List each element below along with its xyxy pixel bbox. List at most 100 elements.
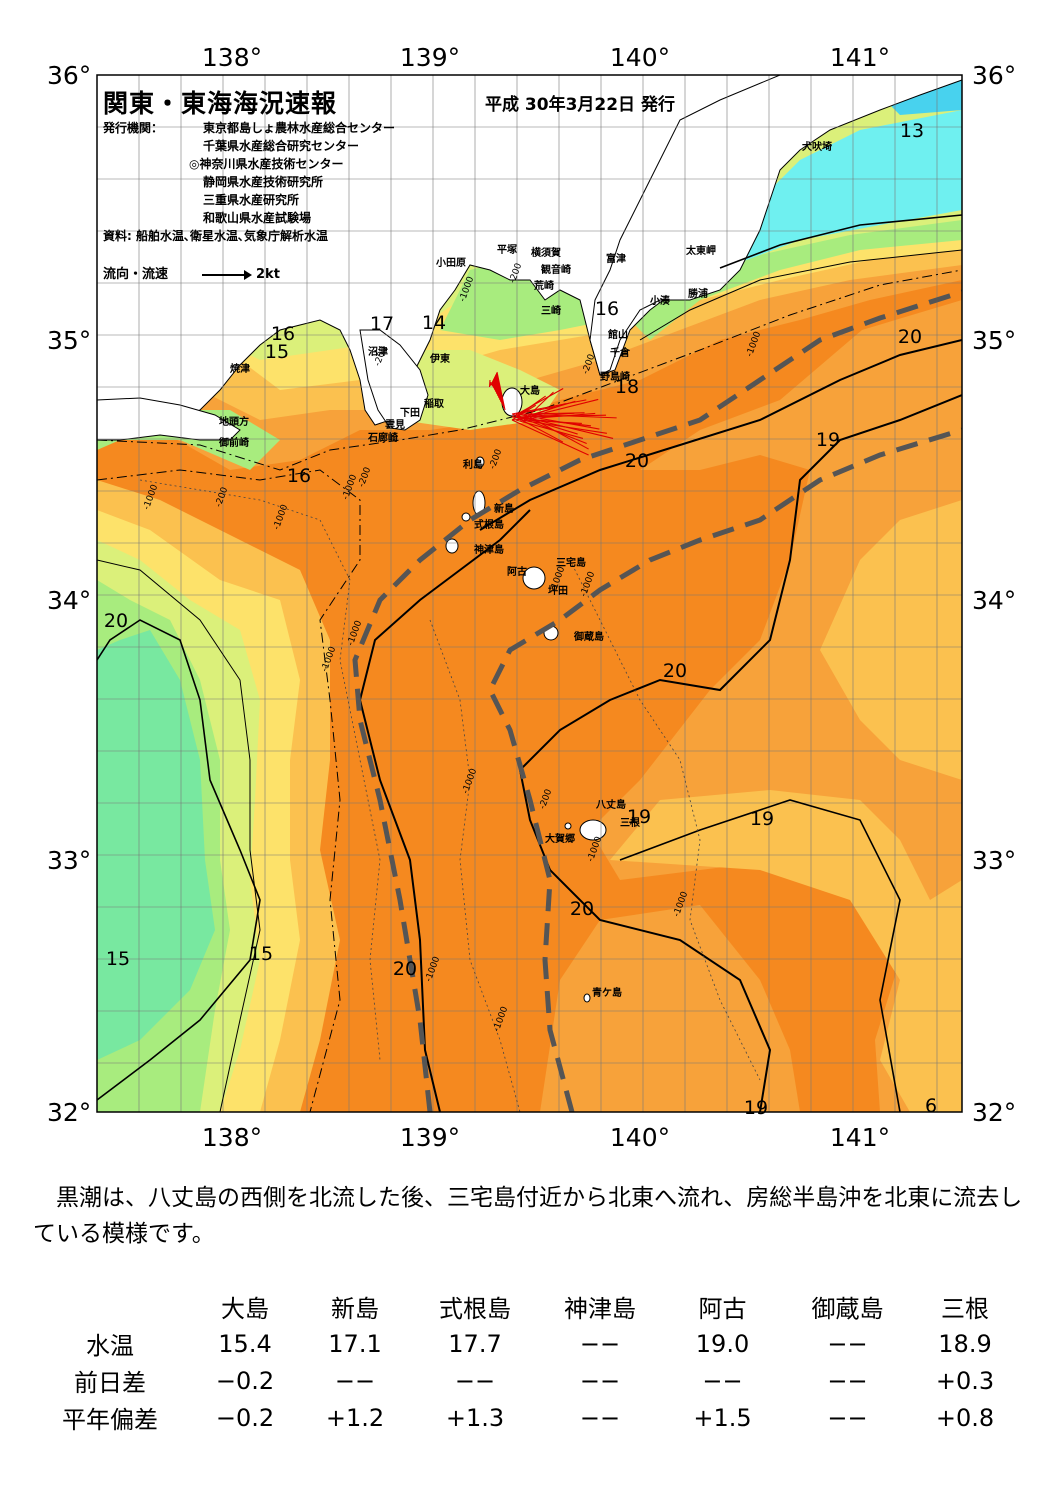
depth-line-1000-mid bbox=[429, 619, 521, 1112]
table-cell: +1.3 bbox=[445, 1403, 505, 1432]
place-label: 伊東 bbox=[429, 352, 450, 365]
longitude-label-bottom: 140° bbox=[610, 1123, 670, 1152]
latitude-label-left: 32° bbox=[47, 1098, 91, 1127]
isotherm-label: 17 bbox=[370, 313, 394, 335]
isotherm-label: 13 bbox=[900, 120, 924, 142]
isotherm-label: 19 bbox=[627, 806, 651, 828]
table-row: 水温 15.4 17.1 17.7 −− 19.0 −− 18.9 bbox=[30, 1325, 1020, 1362]
column-header: 三根 bbox=[941, 1295, 989, 1323]
sea-temperature-map: 138° 138° 139° 139° 140° 140° 141° 141° 36° 36° 35… bbox=[47, 43, 1016, 1152]
column-header: 新島 bbox=[331, 1295, 379, 1323]
longitude-label-top: 138° bbox=[202, 43, 262, 72]
current-vector bbox=[488, 379, 491, 388]
latitude-label-right: 32° bbox=[972, 1098, 1016, 1127]
kuroshio-axis-inner bbox=[487, 427, 962, 1112]
latitude-label-left: 36° bbox=[47, 61, 91, 90]
longitude-label-bottom: 141° bbox=[830, 1123, 890, 1152]
table-cell: +0.8 bbox=[935, 1403, 995, 1432]
place-label: 雲見 bbox=[385, 419, 405, 431]
isotherm-label: 15 bbox=[106, 948, 130, 970]
depth-line-1000-east bbox=[569, 559, 761, 1081]
place-label: 三宅島 bbox=[556, 556, 586, 569]
place-label: 小田原 bbox=[435, 256, 466, 269]
isotherm-13 bbox=[719, 214, 962, 269]
table-cell: −0.2 bbox=[215, 1403, 275, 1432]
place-label: 神津島 bbox=[474, 543, 504, 556]
axis-labels: 138° 138° 139° 139° 140° 140° 141° 141° 36° 36° 35… bbox=[47, 43, 1016, 1152]
island-shikinejima bbox=[461, 512, 471, 522]
legend-arrow-icon bbox=[202, 269, 253, 280]
agency-item: 静岡県水産技術研究所 bbox=[203, 175, 324, 189]
isotherm-label: 20 bbox=[393, 958, 417, 980]
map-title: 関東・東海海況速報 bbox=[103, 89, 338, 118]
place-label: 観音崎 bbox=[541, 263, 571, 276]
current-vector bbox=[495, 373, 504, 407]
table-cell: +1.2 bbox=[325, 1403, 385, 1432]
table-cell: +1.5 bbox=[693, 1403, 752, 1432]
place-label: 勝浦 bbox=[688, 287, 708, 300]
graticule bbox=[97, 75, 962, 1112]
table-cell: −− bbox=[579, 1403, 621, 1432]
agency-item: 千葉県水産総合研究センター bbox=[203, 139, 360, 153]
current-vector bbox=[496, 371, 506, 411]
island-hachijojima bbox=[579, 819, 607, 841]
row-header: 水温 bbox=[86, 1332, 134, 1360]
map-frame bbox=[96, 74, 963, 1113]
place-label: 太東岬 bbox=[685, 244, 716, 257]
map-svg: 138° 138° 139° 139° 140° 140° 141° 141° 36° 36° 35… bbox=[47, 43, 1016, 1152]
place-label: 青ケ島 bbox=[592, 986, 622, 999]
summary-text: 黒潮は、八丈島の西側を北流した後、三宅島付近から北東へ流れ、房総半島沖を北東に流… bbox=[33, 1185, 1023, 1247]
latitude-label-left: 33° bbox=[47, 846, 91, 875]
latitude-label-left: 35° bbox=[47, 326, 91, 355]
land-boso bbox=[589, 74, 963, 376]
table-cell: −− bbox=[827, 1329, 868, 1358]
table-cell: −− bbox=[702, 1366, 743, 1395]
place-label: 八丈島 bbox=[595, 798, 626, 811]
longitude-label-top: 139° bbox=[400, 43, 460, 72]
isotherm-label: 20 bbox=[625, 450, 649, 472]
isotherm-label: 16 bbox=[595, 298, 619, 320]
island-aogashima bbox=[583, 993, 591, 1003]
current-vector bbox=[494, 374, 503, 405]
sea-area-19-northeast bbox=[590, 300, 962, 1112]
current-vector bbox=[523, 416, 614, 439]
place-label: 野島崎 bbox=[600, 370, 630, 383]
place-label: 大島 bbox=[520, 384, 540, 397]
isotherm-label: 19 bbox=[750, 808, 774, 830]
land-omaezaki bbox=[96, 397, 241, 441]
agency-item: 東京都島しょ農林水産総合センター bbox=[203, 121, 396, 135]
place-label: 利島 bbox=[463, 458, 483, 471]
sea-area-18-east bbox=[610, 790, 962, 1112]
isotherm-label: 20 bbox=[663, 660, 687, 682]
isotherm-label: 19 bbox=[816, 429, 840, 451]
table-cell: +0.3 bbox=[935, 1366, 995, 1395]
column-header: 神津島 bbox=[564, 1295, 636, 1323]
longitude-label-bottom: 139° bbox=[400, 1123, 460, 1152]
current-vector bbox=[495, 372, 505, 409]
place-label: 稲取 bbox=[424, 397, 445, 410]
place-label: 新島 bbox=[494, 502, 514, 515]
longitude-label-bottom: 138° bbox=[202, 1123, 262, 1152]
isotherm-label: 19 bbox=[744, 1097, 768, 1119]
isotherm-19 bbox=[97, 469, 361, 1112]
place-label: 館山 bbox=[607, 328, 628, 341]
isotherm-20-main bbox=[518, 394, 962, 1112]
isotherm-19-east bbox=[619, 799, 901, 1112]
latitude-label-right: 36° bbox=[972, 61, 1016, 90]
column-header: 御蔵島 bbox=[811, 1295, 884, 1323]
temperature-table: 大島 新島 式根島 神津島 阿古 御蔵島 三根 水温 15.4 17.1 17.… bbox=[30, 1288, 1020, 1436]
isotherm-label: 20 bbox=[570, 898, 594, 920]
place-label: 千倉 bbox=[610, 346, 631, 359]
kuroshio-axis-outer bbox=[352, 289, 962, 1112]
table-cell: 15.4 bbox=[218, 1329, 272, 1358]
place-label: 三根 bbox=[620, 816, 640, 829]
place-label: 小湊 bbox=[649, 294, 671, 307]
depth-contours bbox=[139, 479, 761, 1112]
isotherm-label: 18 bbox=[615, 376, 639, 398]
place-label: 御蔵島 bbox=[573, 630, 604, 643]
column-header: 阿古 bbox=[698, 1295, 747, 1323]
place-label: 坪田 bbox=[548, 584, 568, 597]
latitude-label-right: 35° bbox=[972, 326, 1016, 355]
